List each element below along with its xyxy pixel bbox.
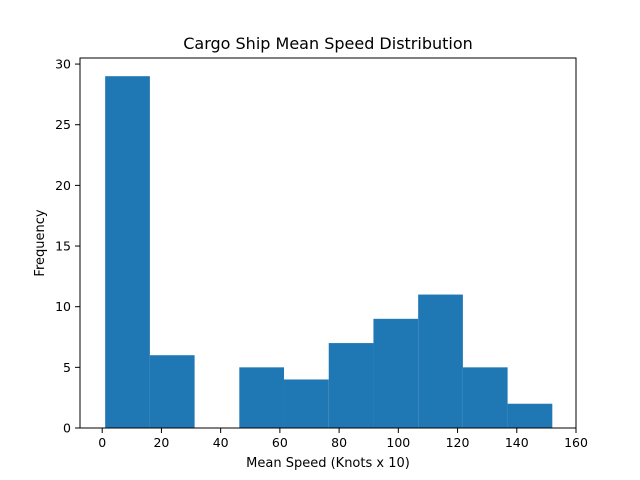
x-tick-label: 40 xyxy=(213,435,229,450)
chart-title: Cargo Ship Mean Speed Distribution xyxy=(183,34,473,53)
y-tick-label: 25 xyxy=(55,117,71,132)
y-tick-label: 0 xyxy=(63,421,71,436)
y-tick-label: 15 xyxy=(55,239,71,254)
x-tick-label: 20 xyxy=(153,435,169,450)
histogram-bar xyxy=(284,379,329,428)
x-axis-ticks: 0 20 40 60 80 100 120 140 160 xyxy=(98,428,588,450)
y-tick-label: 5 xyxy=(63,360,71,375)
histogram-bar xyxy=(105,76,150,429)
histogram-bar xyxy=(149,355,195,428)
x-tick-label: 140 xyxy=(505,435,529,450)
y-axis-ticks: 0 5 10 15 20 25 30 xyxy=(55,57,80,436)
histogram-bar xyxy=(462,367,508,428)
x-tick-label: 80 xyxy=(331,435,347,450)
bars-group xyxy=(105,76,553,429)
histogram-bar xyxy=(507,403,553,428)
x-tick-label: 0 xyxy=(98,435,106,450)
x-tick-label: 60 xyxy=(272,435,288,450)
x-axis-label: Mean Speed (Knots x 10) xyxy=(246,456,410,471)
histogram-bar xyxy=(328,343,374,428)
y-tick-label: 10 xyxy=(55,299,71,314)
plot-frame xyxy=(79,57,577,429)
y-tick-label: 30 xyxy=(55,57,71,72)
histogram-bar xyxy=(418,294,463,428)
x-tick-label: 100 xyxy=(386,435,410,450)
y-axis-label: Frequency xyxy=(33,209,48,276)
histogram-bar xyxy=(239,367,285,428)
histogram-bar xyxy=(373,318,419,428)
x-tick-label: 160 xyxy=(564,435,588,450)
x-tick-label: 120 xyxy=(446,435,470,450)
y-tick-label: 20 xyxy=(55,178,71,193)
